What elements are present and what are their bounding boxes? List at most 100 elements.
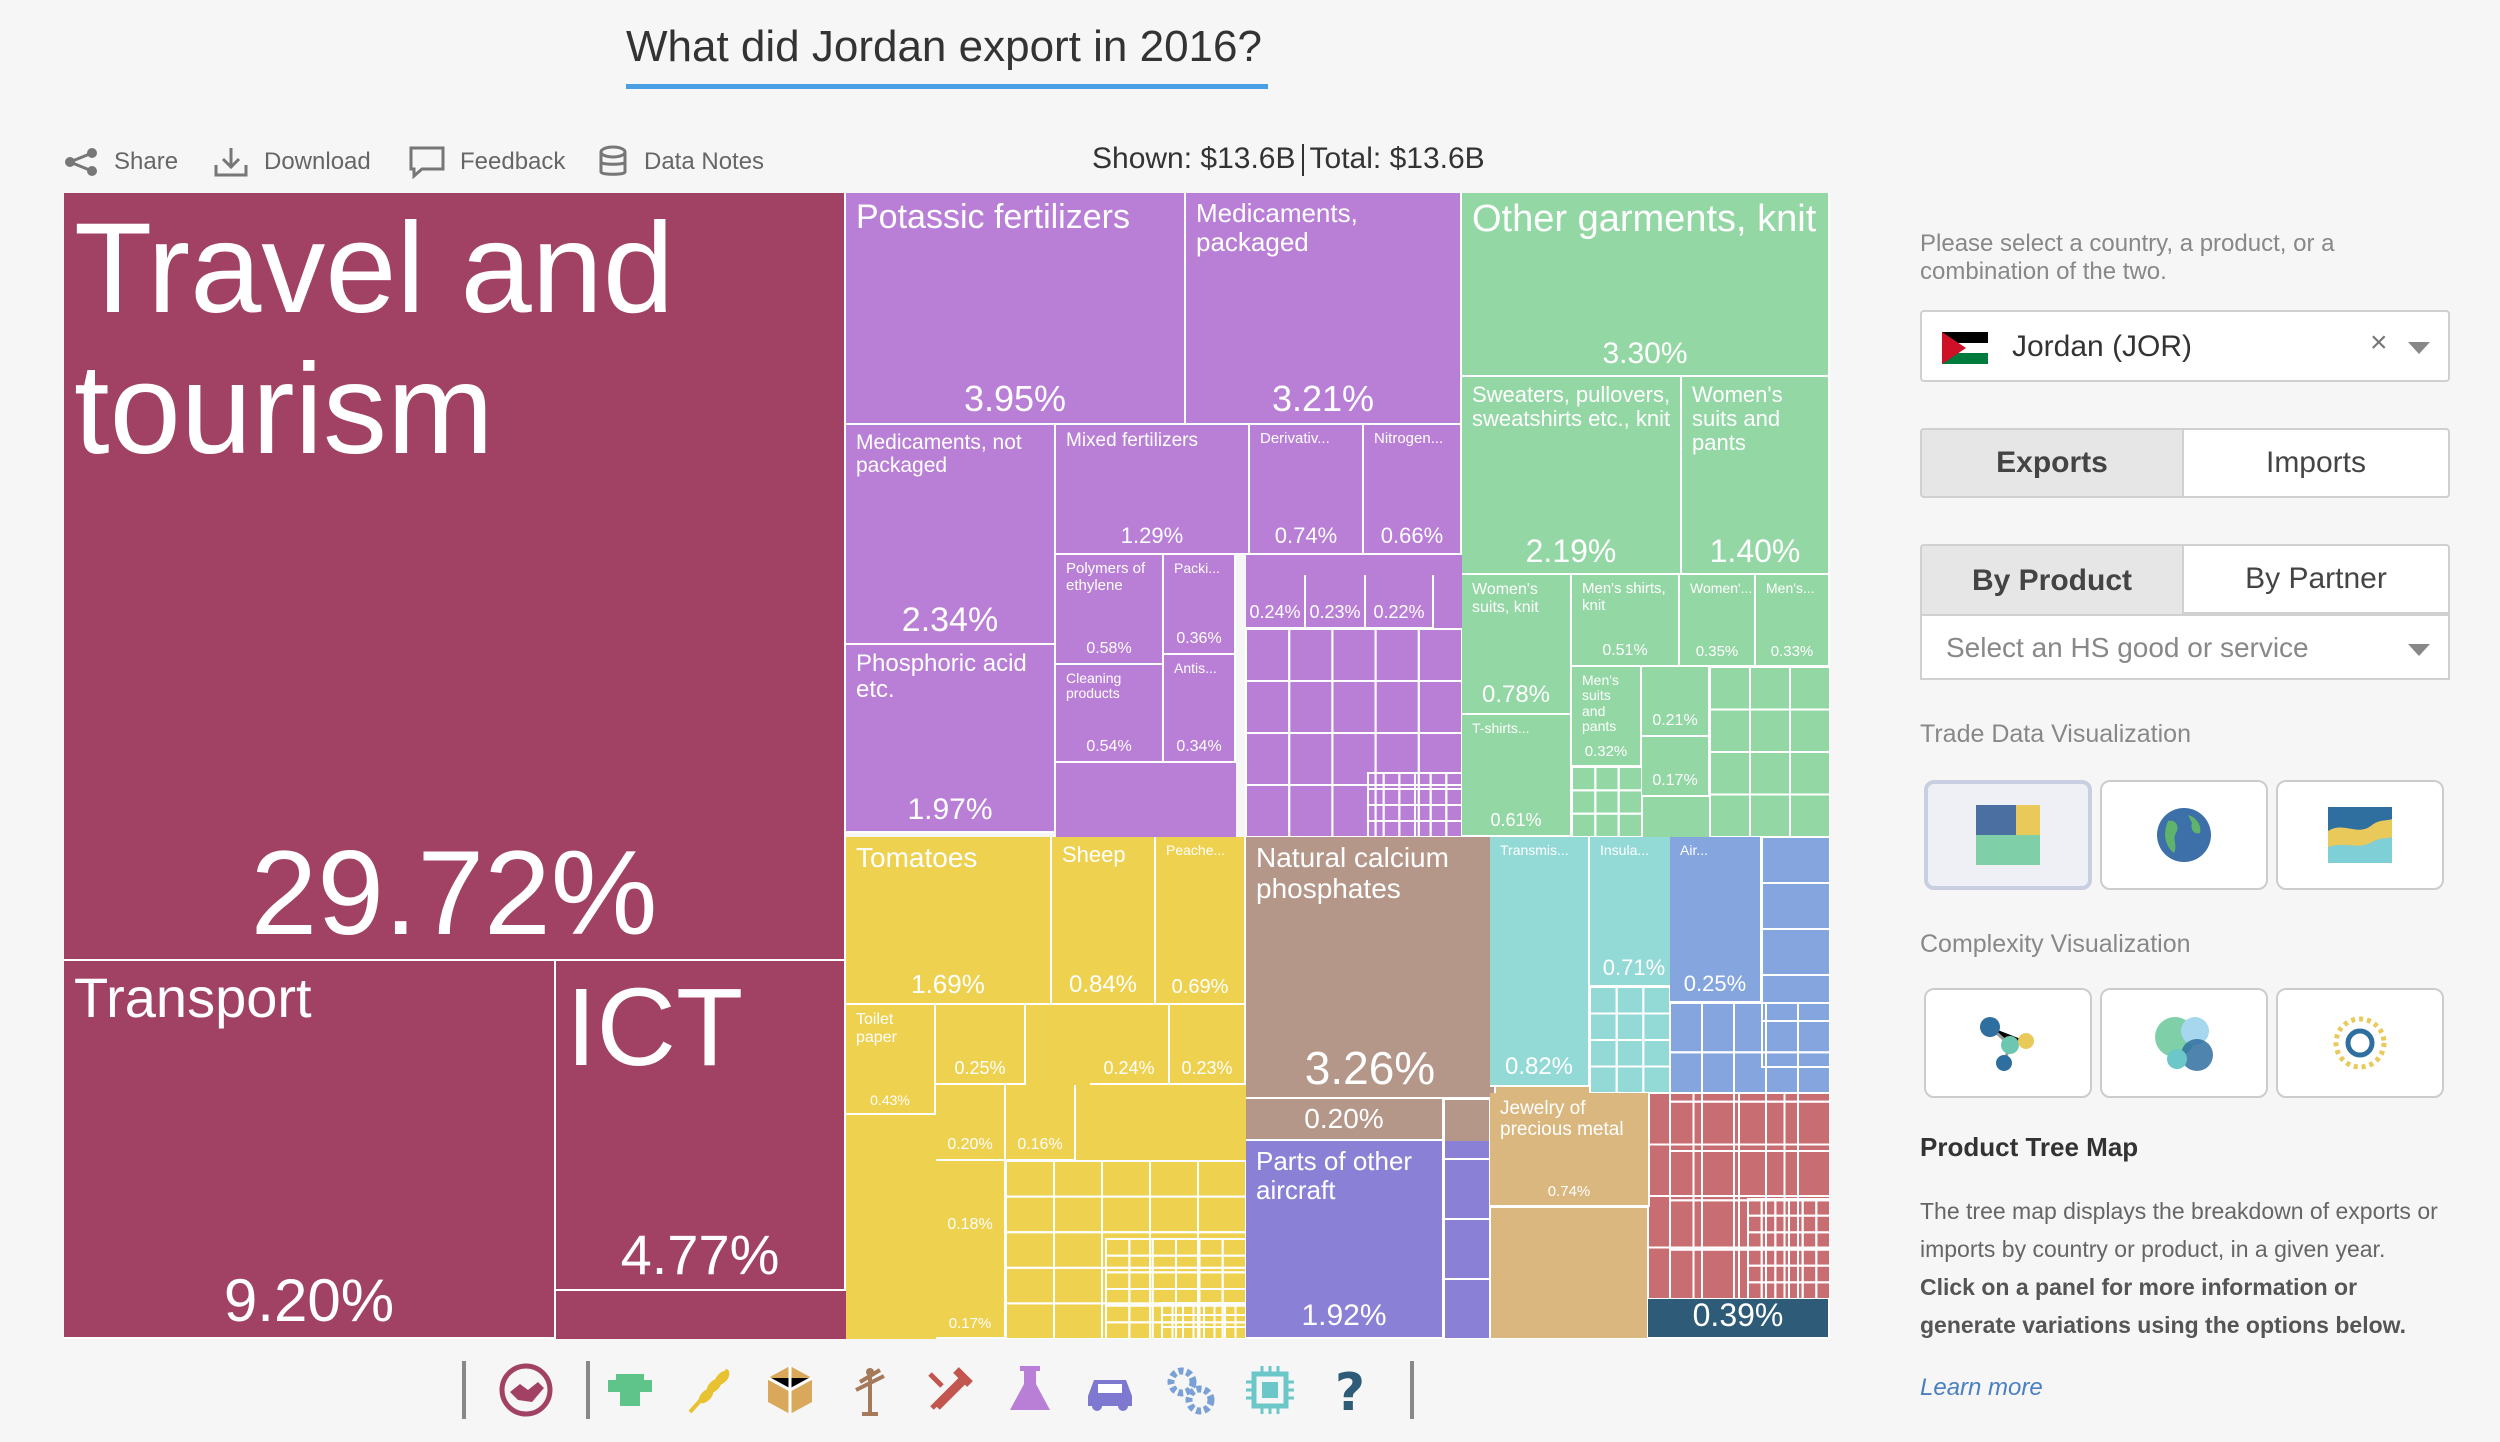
viz-geomap-button[interactable] <box>2100 780 2268 890</box>
treemap-cell[interactable]: 0.23% <box>1306 575 1366 629</box>
viz-feasibility-button[interactable] <box>2100 988 2268 1098</box>
treemap-cell[interactable]: Travel and tourism 29.72% <box>64 193 846 961</box>
treemap-cell[interactable]: Cleaning products 0.54% <box>1056 665 1164 763</box>
treemap-cell[interactable]: Sweaters, pullovers, sweatshirts etc., k… <box>1462 377 1682 575</box>
treemap-cell[interactable]: Transmis... 0.82% <box>1490 837 1590 1087</box>
legend-services[interactable] <box>486 1355 566 1425</box>
treemap-cell[interactable]: Sheep 0.84% <box>1052 837 1156 1005</box>
product-select-placeholder: Select an HS good or service <box>1946 632 2309 663</box>
cell-label: Parts of other aircraft <box>1256 1146 1413 1205</box>
textiles-icon <box>608 1374 652 1406</box>
treemap-cell[interactable]: 0.20% <box>936 1085 1006 1161</box>
treemap-cell[interactable]: Antis... 0.34% <box>1164 655 1236 763</box>
treemap-cell[interactable]: 0.24% <box>1246 575 1306 629</box>
treemap-cell[interactable]: 0.23% <box>1170 1005 1246 1085</box>
download-button[interactable]: Download <box>212 140 371 184</box>
country-value: Jordan (JOR) <box>2012 330 2193 363</box>
treemap-cell[interactable]: 0.20% <box>1246 1099 1444 1141</box>
viz-stacked-area-button[interactable] <box>2276 780 2444 890</box>
shown-value: $13.6B <box>1200 142 1296 175</box>
treemap-cell[interactable]: T-shirts... 0.61% <box>1462 715 1572 837</box>
page-title: What did Jordan export in 2016? <box>626 22 1262 71</box>
treemap-cell[interactable]: 0.17% <box>936 1289 1006 1339</box>
legend-other[interactable]: ? <box>1310 1355 1390 1425</box>
treemap-cell[interactable]: Parts of other aircraft 1.92% <box>1246 1141 1444 1339</box>
legend-machinery[interactable] <box>1150 1355 1230 1425</box>
treemap-cell[interactable]: Phosphoric acid etc. 1.97% <box>846 645 1056 833</box>
treemap-cell[interactable]: 0.24% <box>1090 1005 1170 1085</box>
treemap-small-cell[interactable] <box>1761 1020 1830 1068</box>
cell-label: Sheep <box>1062 842 1126 867</box>
cell-value: 3.30% <box>1602 337 1688 370</box>
treemap-cell[interactable]: Nitrogen... 0.66% <box>1364 425 1462 555</box>
tab-exports[interactable]: Exports <box>1920 428 2184 498</box>
cell-value: 3.95% <box>963 378 1067 419</box>
treemap-cell[interactable]: Other garments, knit 3.30% <box>1462 193 1830 377</box>
treemap-cell[interactable]: Natural calcium phosphates 3.26% <box>1246 837 1496 1099</box>
treemap-cell[interactable]: Medicaments, packaged 3.21% <box>1186 193 1462 425</box>
legend-agriculture[interactable] <box>670 1355 750 1425</box>
treemap-cell[interactable]: Peache... 0.69% <box>1156 837 1246 1005</box>
tab-by-product[interactable]: By Product <box>1920 544 2184 616</box>
legend-stone[interactable] <box>750 1355 830 1425</box>
viz-treemap-button[interactable] <box>1924 780 2092 890</box>
share-button[interactable]: Share <box>62 140 178 184</box>
treemap-cell[interactable]: 0.39% <box>1648 1299 1830 1339</box>
viz-rings-button[interactable] <box>2276 988 2444 1098</box>
treemap-cell[interactable]: 0.21% <box>1642 667 1710 737</box>
treemap-cell[interactable]: 0.25% <box>936 1005 1026 1085</box>
cell-label: Men's suits and pants <box>1582 672 1619 735</box>
tab-imports[interactable]: Imports <box>2182 428 2450 498</box>
treemap-cell[interactable]: 0.25% <box>1670 933 1762 1003</box>
viz-product-space-button[interactable] <box>1924 988 2092 1098</box>
treemap-cell[interactable]: Tomatoes 1.69% <box>846 837 1052 1005</box>
globe-icon <box>2157 808 2211 862</box>
treemap-cell[interactable]: Insula... 0.71% <box>1590 837 1680 987</box>
total-label: Total: <box>1309 142 1382 175</box>
treemap-cell[interactable]: 0.18% <box>936 1161 1006 1241</box>
cell-label: Derivativ... <box>1260 430 1330 447</box>
treemap-cell[interactable]: Transport 9.20% <box>64 961 556 1339</box>
treemap-cell[interactable]: Women's suits and pants 1.40% <box>1682 377 1830 575</box>
info-text: The tree map displays the breakdown of e… <box>1920 1192 2440 1344</box>
legend-minerals[interactable] <box>830 1355 910 1425</box>
legend-chemicals[interactable] <box>990 1355 1070 1425</box>
treemap-cell[interactable]: Polymers of ethylene 0.58% <box>1056 555 1164 665</box>
treemap-cell[interactable]: Potassic fertilizers 3.95% <box>846 193 1186 425</box>
feedback-button[interactable]: Feedback <box>408 140 565 184</box>
data-notes-button[interactable]: Data Notes <box>596 140 764 184</box>
treemap-cell[interactable]: Women'... 0.35% <box>1680 575 1756 667</box>
totals-readout: Shown: $13.6B Total: $13.6B <box>1092 142 1485 177</box>
legend-textiles[interactable] <box>590 1355 670 1425</box>
cell-label: Polymers of ethylene <box>1066 560 1146 594</box>
treemap-cell[interactable]: ICT 4.77% <box>556 961 846 1291</box>
treemap-cell[interactable]: Men's... 0.33% <box>1756 575 1830 667</box>
treemap-cell[interactable]: Derivativ... 0.74% <box>1250 425 1364 555</box>
network-icon <box>1980 1017 2034 1071</box>
country-select[interactable]: Jordan (JOR) × <box>1920 310 2450 382</box>
treemap-cell[interactable]: Men's suits and pants 0.32% <box>1572 667 1642 767</box>
treemap-cell[interactable]: 0.17% <box>1642 737 1710 797</box>
treemap-cell[interactable]: 0.22% <box>1366 575 1434 629</box>
treemap-cell[interactable]: Mixed fertilizers 1.29% <box>1056 425 1250 555</box>
treemap-small-cell[interactable] <box>1489 1206 1649 1339</box>
clear-country-button[interactable]: × <box>2370 326 2388 359</box>
treemap-cell[interactable]: Women's suits, knit 0.78% <box>1462 575 1572 715</box>
treemap-cell[interactable]: Medicaments, not packaged 2.34% <box>846 425 1056 645</box>
treemap-cell[interactable]: Men's shirts, knit 0.51% <box>1572 575 1680 667</box>
treemap-cell[interactable]: Jewelry of precious metal 0.74% <box>1490 1093 1650 1207</box>
electronics-icon <box>1246 1366 1294 1414</box>
treemap-cell[interactable]: 0.16% <box>1006 1085 1076 1161</box>
product-select[interactable]: Select an HS good or service <box>1920 614 2450 680</box>
legend-vehicles[interactable] <box>1070 1355 1150 1425</box>
cell-value: 0.23% <box>1181 1058 1233 1078</box>
tab-by-partner[interactable]: By Partner <box>2182 544 2450 614</box>
cell-label: Nitrogen... <box>1374 430 1444 447</box>
legend-electronics[interactable] <box>1230 1355 1310 1425</box>
legend-metals[interactable] <box>910 1355 990 1425</box>
cell-value: 0.61% <box>1490 810 1542 830</box>
treemap-cell[interactable]: Toilet paper 0.43% <box>846 1005 936 1115</box>
treemap-cell[interactable]: Packi... 0.36% <box>1164 555 1236 655</box>
learn-more-link[interactable]: Learn more <box>1920 1374 2043 1401</box>
cell-value: 1.40% <box>1709 533 1801 569</box>
